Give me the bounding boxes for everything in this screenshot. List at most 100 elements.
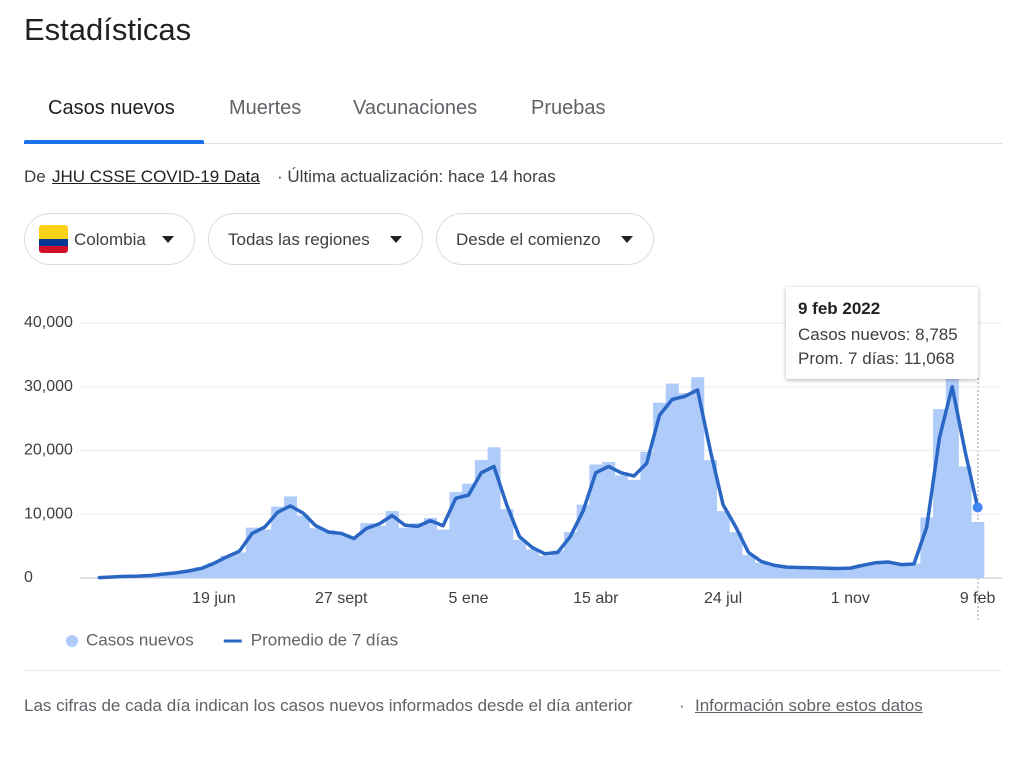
legend-label: Promedio de 7 días [251, 630, 398, 649]
filter-label: Colombia [74, 230, 146, 249]
bar [283, 496, 297, 578]
bar [894, 565, 908, 578]
footer-note: Las cifras de cada día indican los casos… [24, 696, 633, 715]
footer-divider [24, 670, 1002, 671]
bar [449, 491, 463, 578]
bar [220, 555, 234, 578]
page-title: Estadísticas [24, 12, 192, 47]
bar [589, 464, 603, 578]
chart: 0 10,000 20,000 30,000 40,000 19 jun 27 sept 5 … [24, 314, 1002, 649]
bar [271, 506, 285, 578]
tab[interactable]: Muertes [229, 97, 302, 119]
bar [691, 377, 705, 578]
bar [474, 460, 488, 578]
bar [882, 562, 896, 578]
bar [233, 552, 247, 578]
bar [945, 361, 959, 578]
y-tick-label: 10,000 [24, 505, 73, 522]
country-filter[interactable]: Colombia [24, 213, 195, 265]
x-tick-label: 5 ene [448, 590, 488, 607]
tab[interactable]: Vacunaciones [353, 97, 478, 119]
x-tick-label: 24 jul [704, 590, 742, 607]
hover-point [972, 502, 983, 513]
bar [742, 555, 756, 578]
bar [296, 515, 310, 578]
legend-label: Casos nuevos [86, 630, 194, 649]
bar [958, 466, 972, 578]
dropdown-caret [162, 236, 174, 243]
x-tick-label: 1 nov [831, 590, 870, 607]
bar [398, 527, 412, 578]
region-filter[interactable]: Todas las regiones [208, 213, 423, 265]
bar [334, 534, 348, 578]
bar [563, 532, 577, 578]
source-link[interactable]: JHU CSSE COVID-19 Data [52, 167, 260, 186]
bar [373, 525, 387, 578]
bar [729, 532, 743, 578]
tab-divider [24, 143, 1002, 144]
bar [971, 521, 985, 578]
bar [640, 451, 654, 578]
bar [258, 529, 272, 578]
tooltip-row: Prom. 7 días: 11,068 [798, 349, 955, 368]
bar [347, 536, 361, 578]
tooltip-row: Casos nuevos: 8,785 [798, 325, 958, 344]
footer-link[interactable]: Información sobre estos datos [695, 696, 923, 715]
bar [907, 563, 921, 578]
bar [805, 568, 819, 578]
bar [322, 530, 336, 578]
line [97, 385, 980, 580]
bar [843, 567, 858, 578]
bar [436, 529, 450, 578]
y-tick-label: 30,000 [24, 378, 73, 395]
tab-indicator [24, 140, 204, 144]
bar [462, 483, 476, 578]
y-tick-label: 20,000 [24, 442, 73, 459]
bar [754, 562, 768, 578]
bar [716, 511, 730, 578]
bar [614, 475, 628, 578]
bar [360, 523, 374, 578]
dropdown-caret [621, 236, 633, 243]
x-tick-label: 19 jun [192, 590, 236, 607]
tab[interactable]: Pruebas [531, 97, 606, 119]
footer-separator: · [679, 696, 685, 715]
bar [678, 393, 692, 578]
bar [538, 555, 552, 578]
source-suffix: · Última actualización: hace 14 horas [277, 167, 556, 186]
bar [703, 460, 717, 578]
x-tick-label: 15 abr [573, 590, 619, 607]
bar [500, 509, 514, 578]
bar [818, 568, 832, 578]
filter-label: Todas las regiones [228, 230, 370, 249]
bar [551, 550, 565, 578]
period-filter[interactable]: Desde el comienzo [436, 213, 654, 265]
bar [576, 504, 590, 578]
x-tick-label: 27 sept [315, 590, 368, 607]
tooltip-date: 9 feb 2022 [798, 299, 881, 318]
source-prefix: De [24, 167, 46, 186]
bar [793, 567, 807, 578]
bar [525, 549, 539, 578]
filter-label: Desde el comienzo [456, 230, 601, 249]
tab[interactable]: Casos nuevos [48, 97, 175, 119]
bar [627, 479, 641, 578]
y-tick-label: 0 [24, 569, 33, 586]
bar [309, 528, 323, 578]
bar [831, 568, 845, 578]
bar [385, 511, 399, 578]
bar [207, 562, 221, 578]
bar [411, 523, 425, 578]
bar [423, 518, 437, 578]
dropdown-caret [390, 236, 402, 243]
flag-icon [39, 225, 68, 253]
bar [869, 562, 883, 578]
bar [156, 574, 170, 578]
bar [513, 539, 527, 578]
bar [182, 571, 196, 578]
bar [602, 461, 616, 578]
bar [780, 566, 794, 578]
legend-dot [66, 635, 78, 647]
bar [665, 383, 679, 578]
x-tick-label: 9 feb [960, 590, 996, 607]
